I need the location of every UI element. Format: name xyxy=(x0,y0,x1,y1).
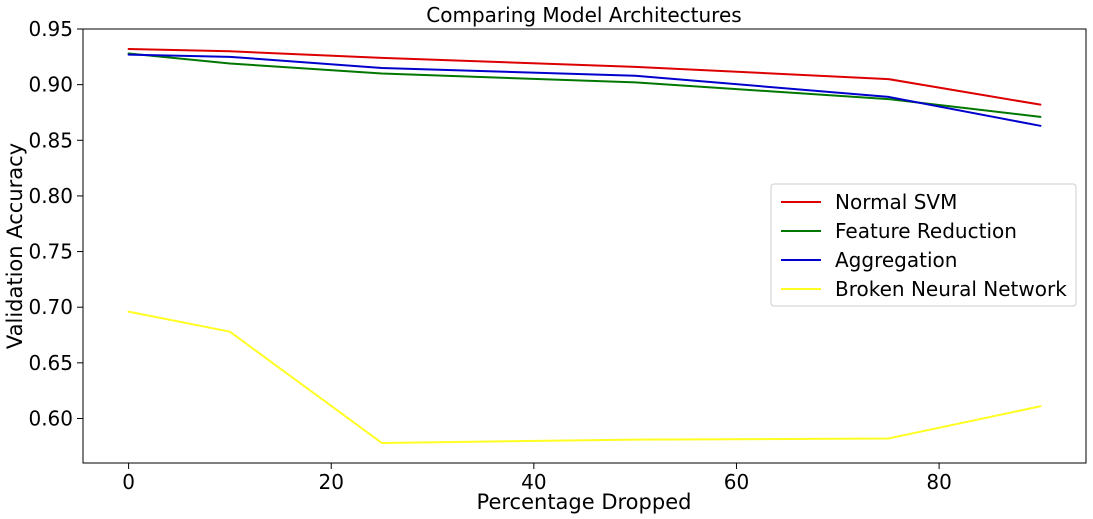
x-tick-label: 20 xyxy=(318,470,343,494)
legend-items: Normal SVM Feature Reduction Aggregation Br… xyxy=(781,190,1067,301)
x-tick-label: 80 xyxy=(926,470,951,494)
series-line-broken-neural-network xyxy=(127,310,1042,444)
legend-box xyxy=(770,183,1077,307)
x-tick-label: 40 xyxy=(521,470,546,494)
y-tick-label: 0.75 xyxy=(28,240,73,264)
series-line-feature-reduction xyxy=(127,52,1042,118)
series-line-normal-svm xyxy=(127,48,1042,106)
y-axis-label: Validation Accuracy xyxy=(3,143,27,349)
x-tick-label: 60 xyxy=(724,470,749,494)
chart-title: Comparing Model Architectures xyxy=(426,3,741,27)
x-axis-ticks: 0 20 40 60 80 xyxy=(122,463,952,494)
y-tick-label: 0.60 xyxy=(28,406,73,430)
y-tick-label: 0.85 xyxy=(28,128,73,152)
x-tick-label: 0 xyxy=(122,470,135,494)
y-tick-label: 0.95 xyxy=(28,17,73,41)
x-axis-label: Percentage Dropped xyxy=(477,490,692,514)
y-tick-label: 0.80 xyxy=(28,184,73,208)
legend-label: Broken Neural Network xyxy=(835,277,1067,301)
series-lines xyxy=(127,48,1042,444)
legend-label: Normal SVM xyxy=(835,190,957,214)
legend-label: Feature Reduction xyxy=(835,219,1017,243)
legend: Normal SVM Feature Reduction Aggregation Br… xyxy=(770,183,1077,307)
y-tick-label: 0.90 xyxy=(28,73,73,97)
y-axis-ticks: 0.60 0.65 0.70 0.75 0.80 0.85 0.90 0.95 xyxy=(28,17,83,430)
y-tick-label: 0.70 xyxy=(28,295,73,319)
y-tick-label: 0.65 xyxy=(28,351,73,375)
legend-label: Aggregation xyxy=(835,248,957,272)
series-line-aggregation xyxy=(127,53,1042,127)
plot-area-frame xyxy=(82,28,1087,464)
